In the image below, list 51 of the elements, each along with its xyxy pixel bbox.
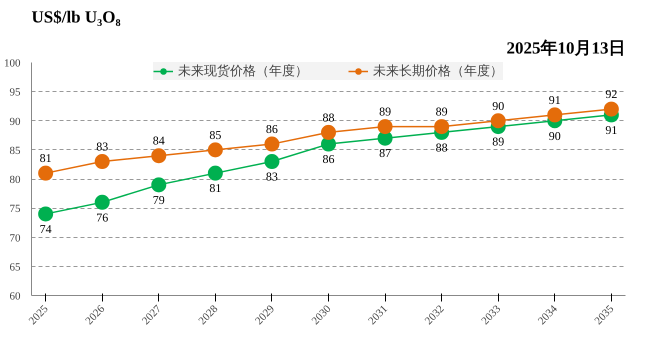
data-label: 91 <box>548 92 561 107</box>
legend-label: 未来长期价格（年度） <box>373 62 503 80</box>
point <box>434 119 450 134</box>
y-tick-label: 80 <box>10 174 21 186</box>
point <box>604 102 619 117</box>
y-tick-label: 65 <box>10 261 21 274</box>
point <box>264 136 280 152</box>
data-label: 89 <box>379 104 392 119</box>
data-label: 74 <box>40 222 52 236</box>
y-tick-label: 85 <box>10 144 21 157</box>
data-label: 76 <box>96 210 108 224</box>
point <box>38 206 54 222</box>
point <box>38 166 54 181</box>
point <box>208 142 223 158</box>
data-label: 83 <box>96 140 108 154</box>
data-label: 85 <box>209 128 222 142</box>
data-label: 90 <box>492 98 504 113</box>
data-label: 88 <box>436 140 448 154</box>
y-tick-label: 95 <box>10 86 21 99</box>
data-label: 83 <box>266 170 278 184</box>
data-label: 88 <box>322 110 334 124</box>
data-label: 86 <box>322 152 334 166</box>
point <box>547 107 562 122</box>
y-tick-label: 75 <box>10 203 21 216</box>
data-label: 89 <box>436 104 448 119</box>
point <box>94 154 110 170</box>
data-label: 81 <box>209 181 222 196</box>
point <box>490 113 506 128</box>
data-label: 91 <box>605 122 618 137</box>
data-label: 84 <box>152 134 165 148</box>
y-tick-label: 70 <box>10 232 21 244</box>
point <box>151 177 166 192</box>
chart-title: US$/lb U₃O₈ <box>32 8 121 26</box>
data-label: 79 <box>152 192 165 207</box>
point <box>208 166 223 181</box>
legend-label: 未来现货价格（年度） <box>178 62 308 80</box>
point <box>378 119 393 134</box>
data-label: 92 <box>605 87 618 102</box>
data-label: 90 <box>548 128 561 143</box>
data-label: 81 <box>40 151 52 166</box>
data-label: 89 <box>492 134 504 149</box>
y-tick-label: 60 <box>10 290 21 302</box>
y-tick-label: 90 <box>10 116 21 128</box>
y-tick-label: 100 <box>4 58 21 70</box>
text: 2025年10月13日 <box>506 38 626 58</box>
data-label: 87 <box>379 146 392 160</box>
point <box>264 154 280 170</box>
data-label: 86 <box>266 122 278 136</box>
point <box>321 124 336 140</box>
point <box>151 148 166 164</box>
point <box>94 194 110 210</box>
